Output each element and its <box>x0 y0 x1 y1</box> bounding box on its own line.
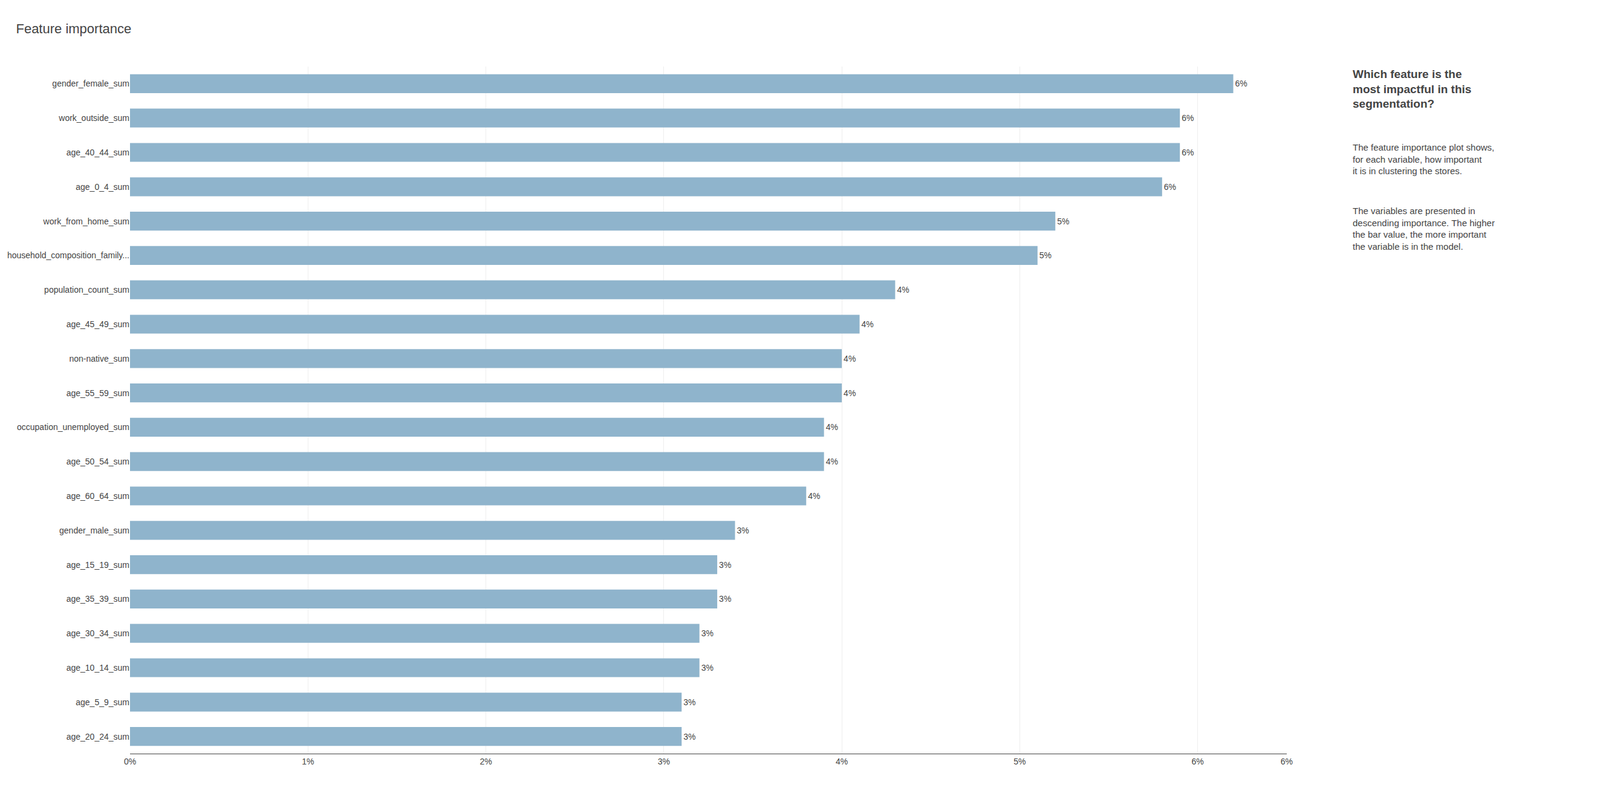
svg-text:5%: 5% <box>1039 250 1052 261</box>
svg-text:4%: 4% <box>896 284 909 295</box>
svg-text:4%: 4% <box>843 388 856 398</box>
svg-text:2%: 2% <box>479 756 492 767</box>
svg-text:age_15_19_sum: age_15_19_sum <box>66 559 130 570</box>
svg-text:The feature importance plot sh: The feature importance plot shows,for ea… <box>1352 142 1495 176</box>
svg-text:4%: 4% <box>861 319 874 329</box>
svg-text:age_55_59_sum: age_55_59_sum <box>66 388 130 398</box>
svg-text:work_outside_sum: work_outside_sum <box>58 113 130 123</box>
svg-text:age_35_39_sum: age_35_39_sum <box>66 593 130 604</box>
svg-text:0%: 0% <box>123 756 137 767</box>
svg-text:4%: 4% <box>826 456 839 467</box>
svg-text:population_count_sum: population_count_sum <box>44 284 130 295</box>
svg-text:The variables are presented in: The variables are presented indescending… <box>1352 205 1495 252</box>
svg-text:age_20_24_sum: age_20_24_sum <box>66 731 130 742</box>
svg-text:6%: 6% <box>1181 147 1194 158</box>
svg-text:6%: 6% <box>1235 78 1248 89</box>
svg-text:age_45_49_sum: age_45_49_sum <box>66 319 130 329</box>
svg-text:3%: 3% <box>683 731 696 742</box>
svg-text:3%: 3% <box>737 525 750 536</box>
svg-text:3%: 3% <box>701 628 714 638</box>
svg-text:household_composition_family..: household_composition_family... <box>7 250 130 261</box>
svg-text:3%: 3% <box>657 756 670 767</box>
svg-text:age_30_34_sum: age_30_34_sum <box>66 628 130 638</box>
svg-text:age_10_14_sum: age_10_14_sum <box>66 662 130 673</box>
svg-text:6%: 6% <box>1181 113 1194 123</box>
svg-text:age_5_9_sum: age_5_9_sum <box>75 697 130 707</box>
svg-text:1%: 1% <box>301 756 314 767</box>
svg-text:Which feature is themost impac: Which feature is themost impactful in th… <box>1352 67 1472 111</box>
svg-text:Feature importance: Feature importance <box>15 21 132 37</box>
svg-text:4%: 4% <box>843 353 856 364</box>
svg-text:5%: 5% <box>1056 216 1070 227</box>
svg-text:work_from_home_sum: work_from_home_sum <box>42 216 130 227</box>
svg-text:6%: 6% <box>1280 756 1293 767</box>
svg-text:4%: 4% <box>835 756 848 767</box>
svg-text:age_50_54_sum: age_50_54_sum <box>66 456 130 467</box>
svg-text:4%: 4% <box>807 491 820 501</box>
svg-text:3%: 3% <box>718 593 732 604</box>
svg-text:age_60_64_sum: age_60_64_sum <box>66 491 130 501</box>
svg-text:6%: 6% <box>1191 756 1204 767</box>
svg-text:6%: 6% <box>1164 182 1177 192</box>
svg-text:3%: 3% <box>701 662 714 673</box>
svg-text:3%: 3% <box>683 697 696 707</box>
svg-text:gender_female_sum: gender_female_sum <box>52 78 130 89</box>
svg-text:3%: 3% <box>718 559 732 570</box>
svg-text:gender_male_sum: gender_male_sum <box>59 525 130 536</box>
svg-text:occupation_unemployed_sum: occupation_unemployed_sum <box>16 422 130 432</box>
svg-text:age_40_44_sum: age_40_44_sum <box>66 147 130 158</box>
svg-text:4%: 4% <box>826 422 839 432</box>
svg-text:5%: 5% <box>1013 756 1026 767</box>
svg-text:age_0_4_sum: age_0_4_sum <box>75 182 130 192</box>
svg-text:non-native_sum: non-native_sum <box>68 353 130 364</box>
